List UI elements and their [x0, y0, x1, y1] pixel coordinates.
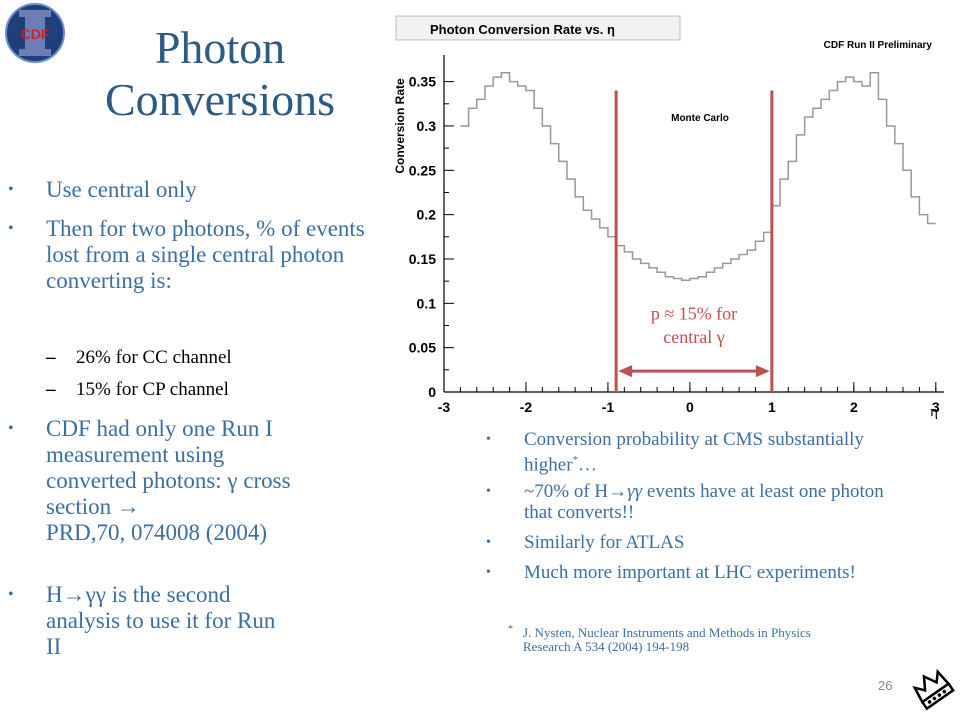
left-bullet-text: Then for two photons, % of events lost f…	[46, 216, 365, 293]
reference-text: PRD,70, 074008 (2004)	[46, 520, 268, 545]
bullet-dot: •	[486, 484, 491, 499]
y-tick-label: 0.1	[417, 295, 437, 311]
x-tick-label: 1	[768, 399, 776, 415]
range-arrow-head-left	[618, 365, 633, 378]
y-tick-label: 0.15	[409, 251, 436, 267]
left-bullet-text: is the second analysis to use it for Run…	[46, 582, 276, 659]
annotation-line-1: p ≈ 15% for	[651, 303, 737, 323]
x-tick-label: -1	[602, 399, 615, 415]
eta-marker-left	[614, 90, 618, 392]
monte-carlo-label: Monte Carlo	[671, 113, 729, 124]
bullet-dot: •	[486, 565, 491, 580]
arrow-glyph: →	[62, 582, 86, 607]
right-bullet-text: Much more important at LHC experiments!	[524, 562, 856, 583]
right-bullet-text: ~70% of H	[524, 481, 609, 502]
higgs-h: H	[46, 582, 63, 607]
sub-dash: –	[46, 347, 56, 368]
arrow-glyph: →	[116, 494, 140, 519]
plot-area: 0 0.05 0.1 0.15 0.2 0.25 0.3 0.35 -3 -2 -1 0 1 2 3	[409, 55, 944, 415]
range-arrow	[618, 365, 770, 378]
x-tick-label: 0	[686, 399, 694, 415]
right-bullet-text: Similarly for ATLAS	[524, 532, 685, 553]
eta-marker-right	[770, 90, 774, 392]
y-tick-label: 0.05	[409, 340, 436, 356]
x-tick-label: 2	[850, 399, 858, 415]
bullet-dot: •	[486, 535, 491, 550]
sub-bullet-text: 26% for CC channel	[76, 347, 232, 368]
gamma-gamma: γγ	[85, 582, 106, 607]
y-tick-label: 0	[428, 384, 436, 400]
ellipsis: …	[578, 454, 598, 476]
right-bullet-text: events have at least one photon that con…	[524, 481, 884, 523]
x-tick-label: -3	[438, 399, 451, 415]
arrow-glyph: →	[608, 481, 628, 502]
gamma-gamma: γγ	[627, 481, 643, 502]
annotation-line-2: central γ	[663, 327, 724, 347]
bullet-dot: •	[8, 420, 14, 437]
bullet-dot: •	[486, 432, 491, 447]
y-tick-label: 0.35	[409, 74, 436, 90]
footnote-star: *	[572, 454, 579, 466]
chart-title-box	[395, 15, 681, 41]
crown-icon	[912, 668, 955, 711]
cdf-logo: CDF	[5, 3, 65, 63]
conversion-rate-chart: Photon Conversion Rate vs. η CDF Run II …	[393, 15, 944, 420]
y-tick-label: 0.25	[409, 162, 436, 178]
y-tick-label: 0.2	[417, 207, 437, 223]
title-line-2: Conversions	[105, 74, 335, 125]
left-bullet-text: CDF had only one Run I measurement using…	[46, 416, 291, 519]
x-axis-label: η	[930, 404, 938, 420]
range-arrow-head-right	[755, 365, 770, 378]
right-bullet-text: Conversion probability at CMS substantia…	[524, 429, 864, 476]
sub-bullet-text: 15% for CP channel	[76, 379, 229, 400]
chart-title: Photon Conversion Rate vs. η	[430, 22, 615, 37]
y-axis-label: Conversion Rate	[393, 78, 407, 174]
page-number: 26	[878, 678, 893, 693]
x-tick-label: 3	[932, 399, 940, 415]
bullet-dot: •	[8, 220, 14, 237]
footnote: J. Nysten, Nuclear Instruments and Metho…	[523, 625, 811, 654]
x-tick-label: -2	[520, 399, 533, 415]
sub-dash: –	[46, 379, 56, 400]
y-tick-label: 0.3	[417, 118, 437, 134]
footnote-star: *	[508, 624, 513, 635]
bullet-dot: •	[8, 586, 14, 603]
histogram-series	[460, 71, 936, 282]
logo-text: CDF	[21, 26, 50, 42]
left-bullet-text: Use central only	[46, 177, 197, 202]
title-line-1: Photon	[154, 22, 286, 73]
slide-title: Photon Conversions	[70, 22, 370, 126]
chart-subtitle: CDF Run II Preliminary	[824, 40, 933, 51]
bullet-dot: •	[8, 181, 14, 198]
